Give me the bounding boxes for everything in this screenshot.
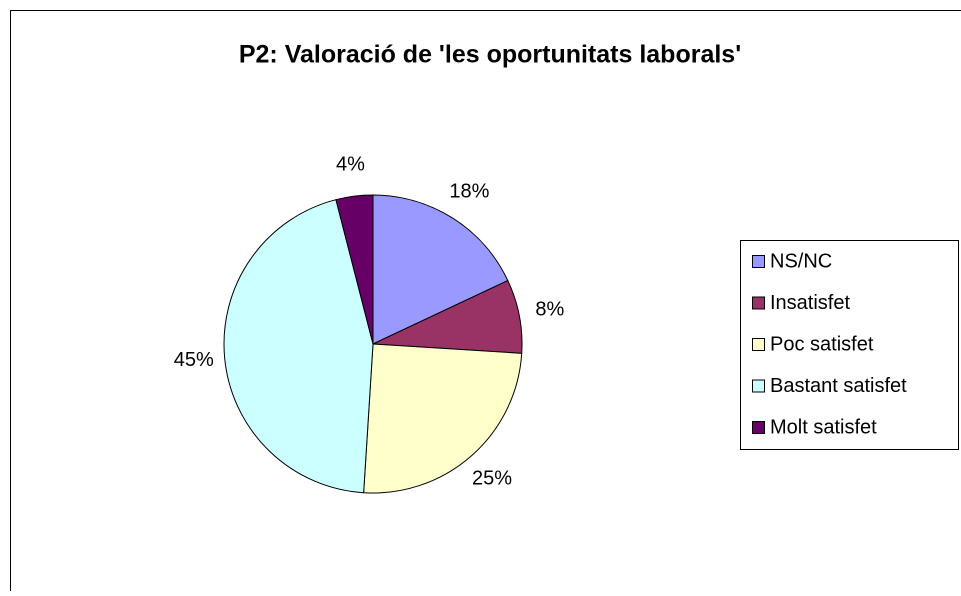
data-label: 8% <box>535 299 564 321</box>
legend-label: Insatisfet <box>770 292 850 314</box>
data-label: 45% <box>174 349 214 371</box>
chart-title: P2: Valoració de 'les oportunitats labor… <box>239 41 741 69</box>
legend-label: Bastant satisfet <box>770 375 907 397</box>
legend-swatch <box>753 297 765 309</box>
legend-swatch <box>753 380 765 392</box>
legend-label: NS/NC <box>770 250 832 272</box>
legend-label: Molt satisfet <box>770 416 877 438</box>
legend-label: Poc satisfet <box>770 333 874 355</box>
data-label: 4% <box>336 154 365 176</box>
data-label: 25% <box>472 467 512 489</box>
legend-swatch <box>753 422 765 434</box>
legend-swatch <box>753 256 765 268</box>
data-label: 18% <box>449 180 489 202</box>
legend-swatch <box>753 339 765 351</box>
